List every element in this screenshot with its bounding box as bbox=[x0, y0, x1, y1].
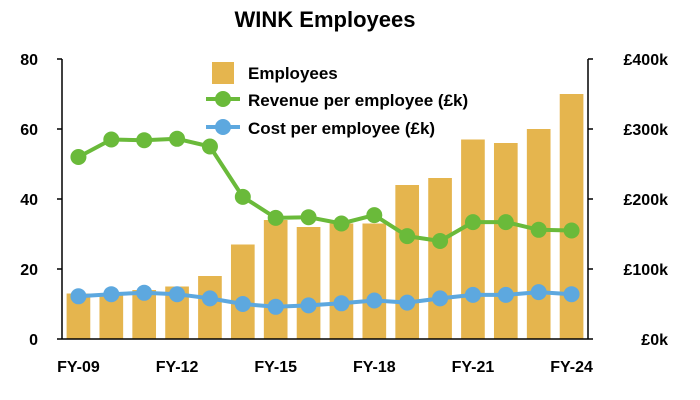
x-tick-label: FY-12 bbox=[156, 359, 199, 376]
x-tick-label: FY-18 bbox=[353, 359, 396, 376]
point-FY-15 bbox=[267, 209, 284, 226]
legend-label: Cost per employee (£k) bbox=[248, 119, 435, 138]
bar-FY-16 bbox=[296, 227, 321, 339]
point-FY-18 bbox=[366, 207, 383, 224]
left-tick-label: 80 bbox=[20, 52, 38, 69]
x-tick-label: FY-09 bbox=[57, 359, 100, 376]
bar-FY-18 bbox=[362, 223, 387, 339]
point-FY-12 bbox=[169, 130, 186, 147]
bar-FY-15 bbox=[263, 220, 288, 339]
bar-FY-21 bbox=[461, 139, 485, 339]
axes: 0 20 40 60 80 £0k £100k £200k £300k £400k FY-09 FY-… bbox=[20, 52, 668, 376]
bar-FY-12 bbox=[165, 286, 189, 339]
left-tick-label: 40 bbox=[20, 192, 38, 209]
point-FY-16 bbox=[300, 209, 317, 226]
legend-marker bbox=[215, 91, 231, 107]
bar-FY-17 bbox=[329, 223, 354, 339]
point-FY-22 bbox=[497, 214, 514, 231]
point-FY-11 bbox=[136, 132, 153, 149]
bar-FY-20 bbox=[428, 178, 452, 339]
point-FY-20 bbox=[432, 233, 449, 249]
bar-FY-09 bbox=[66, 293, 91, 339]
right-tick-label: £200k bbox=[624, 192, 669, 209]
point-FY-21 bbox=[464, 286, 481, 303]
point-FY-13 bbox=[201, 138, 218, 155]
point-FY-17 bbox=[333, 295, 350, 312]
right-tick-label: £400k bbox=[624, 52, 669, 69]
bar-FY-14 bbox=[230, 244, 255, 339]
point-FY-12 bbox=[169, 286, 186, 303]
legend-marker bbox=[215, 119, 231, 135]
legend-swatch-employees bbox=[212, 62, 234, 84]
x-tick-label: FY-24 bbox=[550, 359, 593, 376]
right-tick-label: £300k bbox=[624, 122, 669, 139]
point-FY-13 bbox=[201, 290, 218, 307]
point-FY-20 bbox=[432, 290, 449, 307]
left-tick-label: 60 bbox=[20, 122, 38, 139]
point-FY-16 bbox=[300, 297, 317, 314]
left-tick-label: 20 bbox=[20, 262, 38, 279]
bar-FY-13 bbox=[198, 276, 222, 339]
line-series-revenue bbox=[70, 130, 580, 249]
bar-FY-10 bbox=[99, 293, 124, 339]
point-FY-09 bbox=[70, 288, 87, 305]
point-FY-15 bbox=[267, 298, 284, 315]
point-FY-14 bbox=[234, 296, 251, 312]
x-tick-label: FY-21 bbox=[452, 359, 495, 376]
bar-FY-24 bbox=[559, 94, 584, 339]
point-FY-19 bbox=[399, 294, 416, 311]
point-FY-09 bbox=[70, 149, 87, 165]
series-line bbox=[78, 290, 572, 309]
right-tick-label: £100k bbox=[624, 262, 669, 279]
point-FY-21 bbox=[464, 214, 481, 231]
chart-title: WINK Employees bbox=[235, 7, 416, 32]
point-FY-22 bbox=[497, 286, 514, 303]
line-series bbox=[70, 130, 580, 315]
legend-label: Revenue per employee (£k) bbox=[248, 91, 468, 110]
point-FY-18 bbox=[366, 292, 383, 309]
right-tick-label: £0k bbox=[641, 332, 668, 349]
point-FY-17 bbox=[333, 215, 350, 232]
left-tick-label: 0 bbox=[29, 332, 38, 349]
point-FY-19 bbox=[399, 228, 416, 245]
point-FY-24 bbox=[563, 222, 580, 239]
series-line bbox=[77, 136, 572, 243]
bar-FY-22 bbox=[493, 143, 518, 339]
point-FY-24 bbox=[563, 286, 580, 303]
line-series-cost bbox=[70, 284, 580, 315]
bar-FY-11 bbox=[132, 290, 157, 339]
legend: Employees Revenue per employee (£k) Cost p… bbox=[206, 62, 468, 138]
bar-FY-19 bbox=[395, 185, 420, 339]
point-FY-23 bbox=[530, 284, 547, 301]
legend-label: Employees bbox=[248, 64, 338, 83]
point-FY-14 bbox=[234, 188, 251, 205]
point-FY-10 bbox=[103, 286, 120, 303]
point-FY-11 bbox=[136, 284, 153, 301]
x-tick-label: FY-15 bbox=[254, 359, 297, 376]
point-FY-23 bbox=[530, 221, 547, 238]
point-FY-10 bbox=[103, 131, 120, 148]
